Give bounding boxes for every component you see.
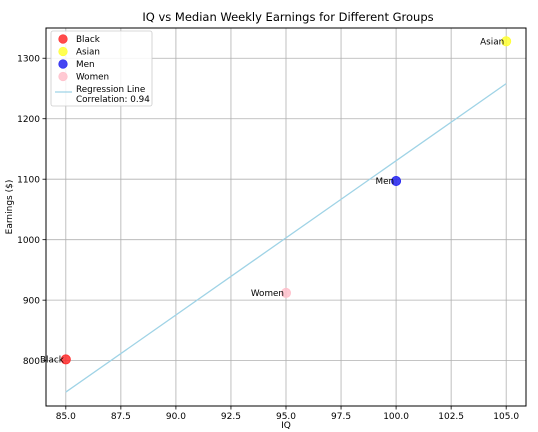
x-tick-label: 90.0 bbox=[166, 412, 186, 422]
legend-marker-black bbox=[58, 34, 68, 44]
y-tick-label: 1100 bbox=[17, 175, 40, 185]
point-black bbox=[60, 354, 71, 365]
x-tick-label: 85.0 bbox=[56, 412, 76, 422]
legend-label-asian: Asian bbox=[76, 48, 100, 58]
x-axis-label: IQ bbox=[281, 421, 291, 431]
legend-marker-men bbox=[58, 59, 68, 69]
regression-line bbox=[65, 83, 507, 393]
regression-layer bbox=[65, 83, 507, 393]
y-tick-label: 1200 bbox=[17, 115, 40, 125]
point-asian bbox=[501, 36, 512, 47]
legend-label-men: Men bbox=[76, 60, 95, 70]
point-label-asian: Asian bbox=[480, 38, 504, 48]
legend-marker-women bbox=[58, 71, 68, 82]
point-women bbox=[280, 287, 291, 298]
y-tick-label: 1300 bbox=[17, 54, 40, 64]
legend-label-regression: Regression Line bbox=[76, 85, 145, 95]
point-men bbox=[391, 176, 402, 187]
x-tick-label: 100.0 bbox=[383, 412, 409, 422]
legend-label-correlation: Correlation: 0.94 bbox=[76, 95, 150, 105]
x-tick-label: 87.5 bbox=[111, 412, 131, 422]
legend: Black Asian Men Women Regression LineCorrela… bbox=[50, 30, 153, 107]
point-label-men: Men bbox=[376, 177, 395, 187]
legend-marker-asian bbox=[58, 46, 68, 57]
y-tick-label: 1000 bbox=[17, 236, 40, 246]
x-tick-label: 102.5 bbox=[438, 412, 464, 422]
x-tick-label: 95.0 bbox=[276, 412, 296, 422]
point-label-black: Black bbox=[40, 356, 65, 366]
y-tick-label: 900 bbox=[23, 296, 40, 306]
x-tick-label: 92.5 bbox=[221, 412, 241, 422]
y-axis: 800 900 1000 1100 1200 1300 bbox=[17, 54, 46, 367]
y-axis-label: Earnings ($) bbox=[5, 180, 15, 235]
x-axis: 85.0 87.5 90.0 92.5 95.0 97.5 100.0 102.5 105.0 bbox=[56, 406, 519, 422]
point-label-women: Women bbox=[251, 289, 284, 299]
chart-title: IQ vs Median Weekly Earnings for Differe… bbox=[142, 10, 433, 24]
x-tick-label: 97.5 bbox=[331, 412, 351, 422]
points-layer: Black Asian Men Women bbox=[40, 36, 512, 366]
legend-label-women: Women bbox=[76, 73, 109, 83]
y-tick-label: 800 bbox=[23, 357, 40, 367]
grid bbox=[46, 28, 526, 406]
legend-box bbox=[50, 30, 153, 107]
legend-label-black: Black bbox=[76, 35, 101, 45]
x-tick-label: 105.0 bbox=[493, 412, 519, 422]
